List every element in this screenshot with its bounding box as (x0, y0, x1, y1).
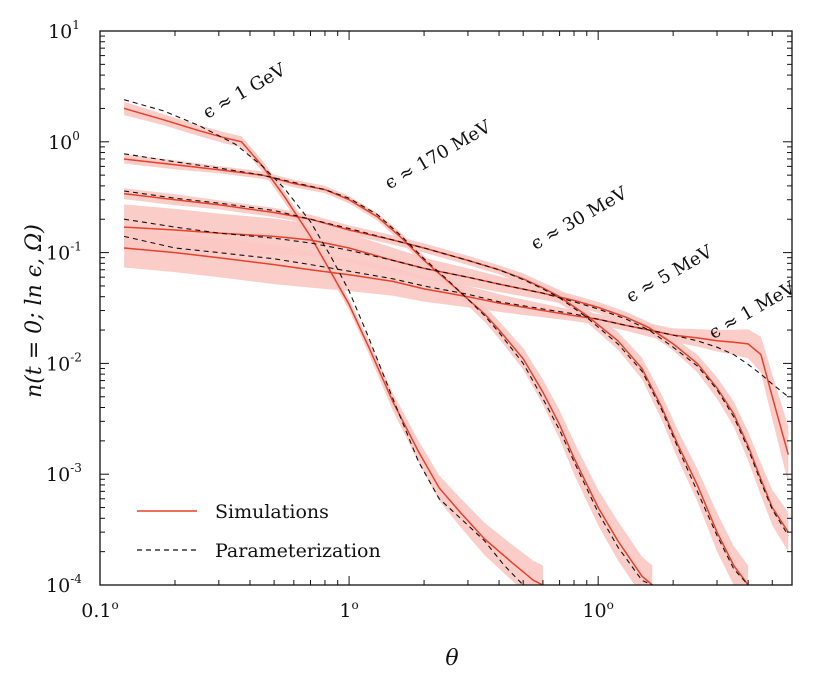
y-tick-exponent: 0 (72, 129, 80, 143)
y-tick-base: 10 (46, 575, 70, 597)
x-tick-value: 1 (339, 600, 351, 622)
series-1-band (124, 101, 543, 585)
x-tick-label: 1o (339, 598, 358, 622)
legend-simulation-label: Simulations (215, 501, 329, 523)
series-2-parameterization-line (124, 153, 653, 585)
y-tick-base: 10 (46, 464, 70, 486)
y-tick-label: 101 (48, 18, 80, 43)
x-tick-label: 10o (582, 598, 613, 622)
y-tick-exponent: -3 (70, 461, 82, 475)
x-tick-value: 10 (582, 600, 606, 622)
y-axis-title: n(t = 0; ln ϵ, Ω) (22, 224, 47, 398)
y-tick-exponent: -4 (70, 572, 82, 586)
y-tick-exponent: -2 (70, 350, 82, 364)
annotation-series-4: ϵ ≈ 5 MeV (623, 241, 717, 308)
y-tick-label: 10-2 (46, 350, 82, 375)
y-tick-label: 10-1 (46, 240, 82, 265)
y-tick-exponent: -1 (70, 240, 82, 254)
series-3-parameterization-line (124, 190, 749, 585)
series-1-parameterization-line (123, 99, 524, 585)
y-tick-base: 10 (46, 353, 70, 375)
series-4-simulation-line (124, 226, 789, 533)
series-4-parameterization-line (124, 218, 789, 536)
x-tick-value: 0.1 (81, 600, 111, 622)
x-tick-label: 0.1o (81, 598, 118, 622)
parameterization-lines (123, 99, 789, 585)
error-bands (124, 101, 789, 585)
y-tick-label: 10-4 (46, 572, 82, 597)
series-5-simulation-line (124, 247, 790, 455)
legend: Simulations Parameterization (137, 501, 381, 562)
annotation-series-1: ϵ ≈ 1 GeV (199, 59, 290, 124)
y-tick-label: 10-3 (46, 461, 82, 486)
y-tick-base: 10 (46, 243, 70, 265)
axis-ticks (99, 30, 793, 586)
legend-parameterization-label: Parameterization (215, 540, 381, 562)
series-3-simulation-line (124, 192, 749, 585)
y-tick-base: 10 (48, 21, 72, 43)
annotation-series-2: ϵ ≈ 170 MeV (381, 116, 495, 194)
x-axis-title: θ (445, 646, 458, 671)
series-1-simulation-line (123, 107, 544, 585)
x-tick-degree: o (607, 598, 614, 612)
y-tick-exponent: 1 (72, 18, 80, 32)
plot-frame (99, 30, 793, 586)
y-tick-base: 10 (48, 132, 72, 154)
y-tick-label: 100 (48, 129, 80, 154)
annotation-series-3: ϵ ≈ 30 MeV (527, 182, 631, 254)
x-tick-degree: o (111, 598, 118, 612)
x-tick-degree: o (352, 598, 359, 612)
